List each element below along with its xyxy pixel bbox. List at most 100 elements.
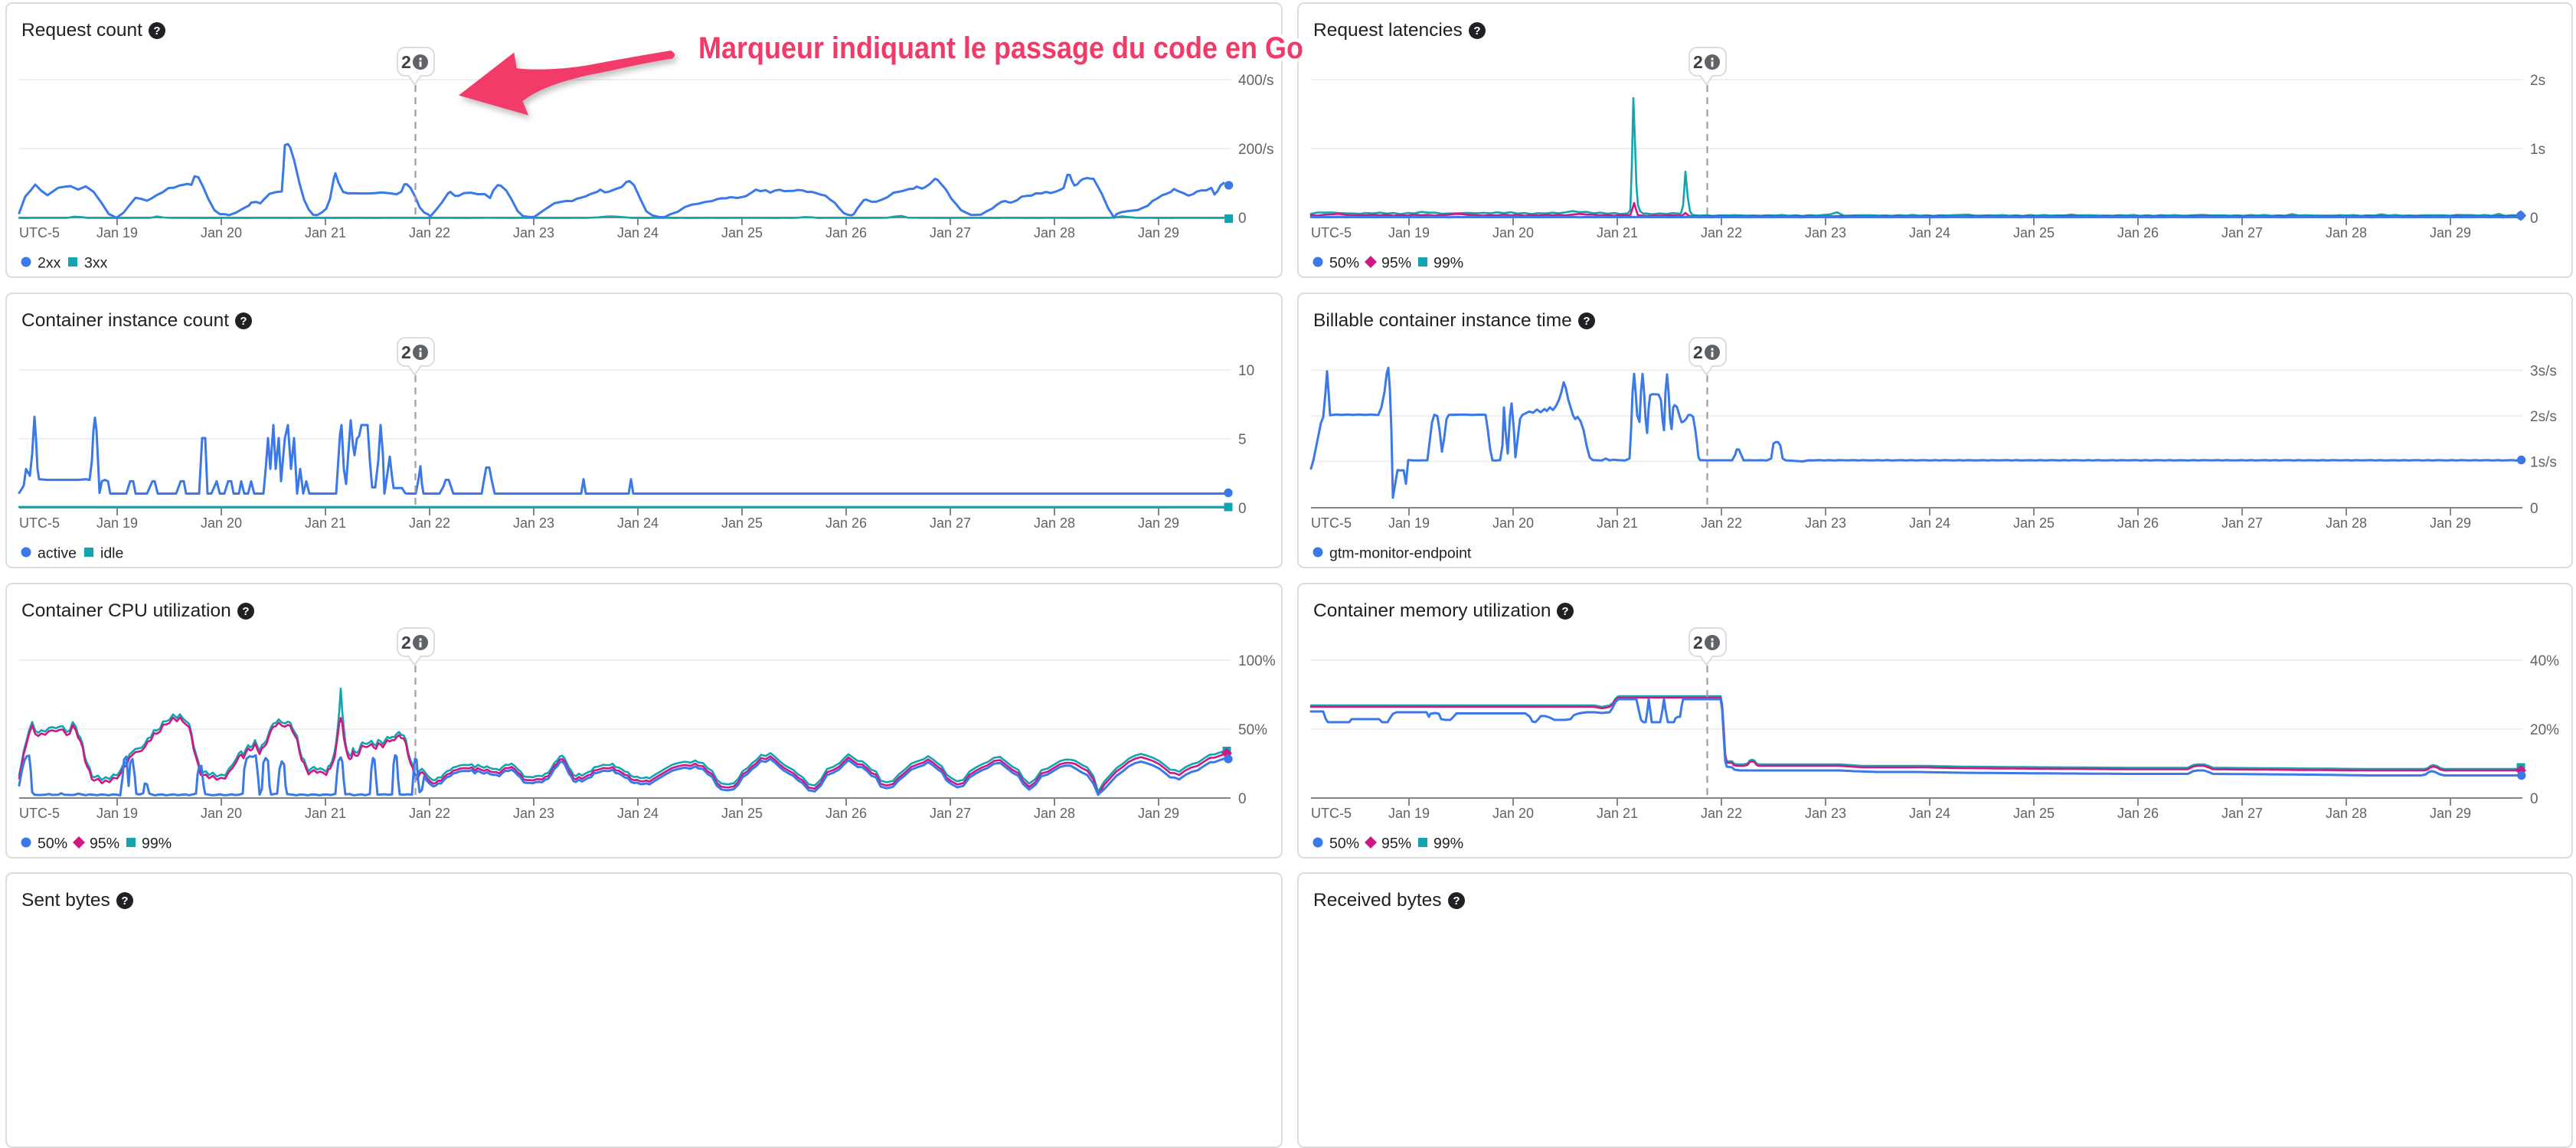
- svg-text:Jan 20: Jan 20: [201, 515, 242, 531]
- svg-text:50%: 50%: [1329, 836, 1359, 852]
- svg-text:Jan 19: Jan 19: [1388, 515, 1430, 531]
- svg-text:Jan 29: Jan 29: [2430, 225, 2471, 240]
- svg-text:20%: 20%: [2530, 722, 2559, 738]
- svg-text:Jan 20: Jan 20: [1492, 806, 1534, 821]
- svg-text:UTC-5: UTC-5: [19, 225, 60, 240]
- svg-text:Jan 20: Jan 20: [201, 225, 242, 240]
- svg-text:UTC-5: UTC-5: [1311, 515, 1352, 531]
- svg-text:3xx: 3xx: [84, 255, 108, 272]
- svg-text:2s/s: 2s/s: [2530, 409, 2557, 425]
- svg-text:95%: 95%: [1381, 255, 1411, 272]
- svg-text:Jan 19: Jan 19: [1388, 225, 1430, 240]
- svg-text:Jan 26: Jan 26: [825, 806, 867, 821]
- svg-text:0: 0: [1238, 501, 1247, 517]
- svg-text:Jan 27: Jan 27: [2221, 225, 2263, 240]
- svg-text:Jan 28: Jan 28: [1034, 806, 1075, 821]
- svg-text:Jan 20: Jan 20: [1492, 225, 1534, 240]
- svg-text:5: 5: [1238, 432, 1247, 448]
- svg-text:?: ?: [1473, 25, 1480, 38]
- svg-text:99%: 99%: [1433, 255, 1463, 272]
- svg-text:UTC-5: UTC-5: [19, 515, 60, 531]
- svg-text:0: 0: [1238, 791, 1247, 807]
- svg-text:Jan 26: Jan 26: [2117, 515, 2159, 531]
- svg-text:Jan 28: Jan 28: [2326, 806, 2367, 821]
- svg-text:99%: 99%: [142, 836, 172, 852]
- svg-text:Jan 22: Jan 22: [409, 515, 450, 531]
- svg-text:Jan 21: Jan 21: [305, 225, 346, 240]
- svg-text:200/s: 200/s: [1238, 142, 1273, 158]
- svg-text:?: ?: [240, 315, 247, 328]
- svg-text:Jan 19: Jan 19: [96, 806, 138, 821]
- svg-text:0: 0: [2530, 791, 2538, 807]
- svg-text:Jan 22: Jan 22: [1701, 515, 1742, 531]
- svg-text:Jan 23: Jan 23: [1805, 515, 1846, 531]
- svg-text:Jan 21: Jan 21: [1597, 225, 1638, 240]
- svg-text:40%: 40%: [2530, 653, 2559, 669]
- svg-text:Jan 26: Jan 26: [825, 225, 867, 240]
- svg-text:Jan 24: Jan 24: [617, 225, 659, 240]
- svg-text:Jan 24: Jan 24: [617, 515, 659, 531]
- svg-text:Jan 21: Jan 21: [305, 515, 346, 531]
- svg-text:Jan 29: Jan 29: [2430, 806, 2471, 821]
- svg-text:50%: 50%: [38, 836, 67, 852]
- svg-text:Jan 19: Jan 19: [96, 225, 138, 240]
- svg-text:Jan 22: Jan 22: [1701, 806, 1742, 821]
- svg-text:idle: idle: [100, 545, 123, 562]
- svg-text:3s/s: 3s/s: [2530, 364, 2557, 380]
- svg-text:UTC-5: UTC-5: [1311, 225, 1352, 240]
- svg-text:Jan 25: Jan 25: [721, 806, 763, 821]
- svg-text:1s: 1s: [2530, 142, 2545, 158]
- svg-text:400/s: 400/s: [1238, 73, 1273, 89]
- svg-text:active: active: [38, 545, 77, 562]
- svg-text:Jan 25: Jan 25: [721, 515, 763, 531]
- svg-text:Jan 25: Jan 25: [721, 225, 763, 240]
- svg-text:95%: 95%: [1381, 836, 1411, 852]
- svg-text:?: ?: [242, 605, 249, 618]
- svg-text:Jan 28: Jan 28: [1034, 225, 1075, 240]
- svg-text:0: 0: [2530, 501, 2538, 517]
- svg-text:?: ?: [153, 25, 160, 38]
- svg-text:Jan 27: Jan 27: [930, 225, 971, 240]
- svg-text:Jan 22: Jan 22: [1701, 225, 1742, 240]
- svg-text:Jan 27: Jan 27: [930, 806, 971, 821]
- svg-text:2: 2: [1693, 633, 1703, 652]
- svg-text:Jan 21: Jan 21: [1597, 806, 1638, 821]
- svg-text:Jan 28: Jan 28: [2326, 225, 2367, 240]
- svg-text:Jan 22: Jan 22: [409, 225, 450, 240]
- svg-text:99%: 99%: [1433, 836, 1463, 852]
- svg-text:Jan 27: Jan 27: [2221, 806, 2263, 821]
- svg-text:2: 2: [401, 342, 411, 362]
- svg-text:Jan 25: Jan 25: [2013, 806, 2055, 821]
- svg-text:UTC-5: UTC-5: [19, 806, 60, 821]
- svg-text:Jan 25: Jan 25: [2013, 225, 2055, 240]
- svg-text:gtm-monitor-endpoint: gtm-monitor-endpoint: [1329, 545, 1472, 562]
- svg-text:0: 0: [2530, 211, 2538, 227]
- svg-text:Jan 26: Jan 26: [2117, 225, 2159, 240]
- svg-text:Jan 19: Jan 19: [96, 515, 138, 531]
- svg-text:0: 0: [1238, 211, 1247, 227]
- svg-text:Jan 19: Jan 19: [1388, 806, 1430, 821]
- svg-text:2: 2: [1693, 342, 1703, 362]
- svg-text:Jan 23: Jan 23: [1805, 225, 1846, 240]
- svg-text:Jan 28: Jan 28: [1034, 515, 1075, 531]
- svg-text:Jan 23: Jan 23: [513, 515, 554, 531]
- svg-text:Jan 27: Jan 27: [2221, 515, 2263, 531]
- svg-text:Jan 20: Jan 20: [1492, 515, 1534, 531]
- svg-text:2: 2: [401, 52, 411, 72]
- svg-text:Jan 20: Jan 20: [201, 806, 242, 821]
- svg-text:Jan 24: Jan 24: [617, 806, 659, 821]
- svg-text:2s: 2s: [2530, 73, 2545, 89]
- svg-text:?: ?: [1453, 895, 1460, 908]
- svg-text:Jan 24: Jan 24: [1909, 515, 1950, 531]
- svg-text:50%: 50%: [1329, 255, 1359, 272]
- svg-text:Jan 26: Jan 26: [2117, 806, 2159, 821]
- svg-text:Jan 25: Jan 25: [2013, 515, 2055, 531]
- svg-text:Jan 21: Jan 21: [1597, 515, 1638, 531]
- svg-text:Jan 24: Jan 24: [1909, 806, 1950, 821]
- svg-text:UTC-5: UTC-5: [1311, 806, 1352, 821]
- svg-text:Jan 24: Jan 24: [1909, 225, 1950, 240]
- svg-text:?: ?: [1583, 315, 1590, 328]
- svg-text:10: 10: [1238, 363, 1254, 379]
- svg-text:Jan 23: Jan 23: [1805, 806, 1846, 821]
- svg-text:Jan 26: Jan 26: [825, 515, 867, 531]
